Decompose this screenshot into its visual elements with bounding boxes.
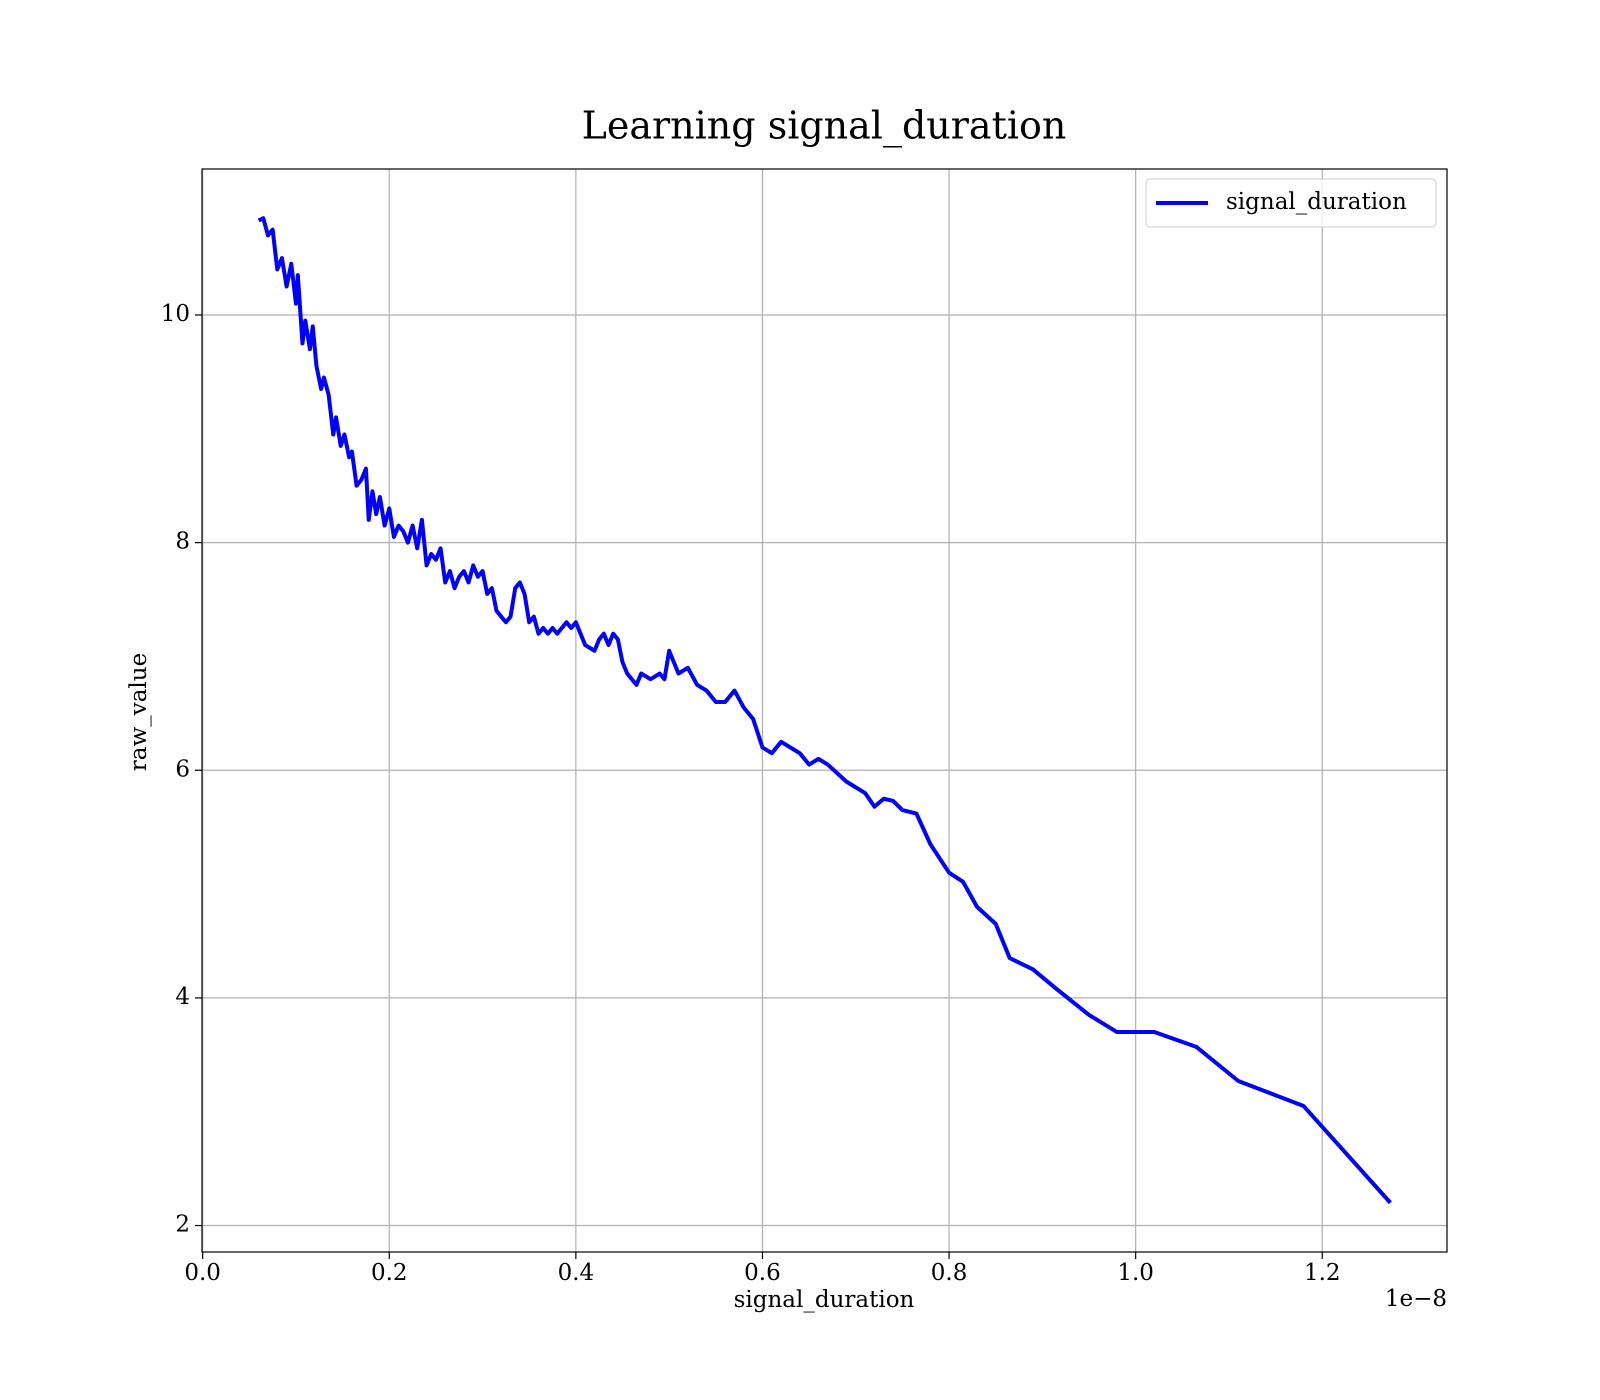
- x-offset-text: 1e−8: [1385, 1286, 1447, 1312]
- x-tick-label: 0.4: [558, 1260, 595, 1286]
- plot-frame: [201, 168, 1448, 1253]
- chart-title: Learning signal_duration: [582, 104, 1067, 149]
- y-tick-label: 2: [175, 1212, 190, 1238]
- x-tick-label: 1.0: [1117, 1260, 1154, 1286]
- y-tick-label: 4: [175, 984, 190, 1010]
- x-tick-label: 0.8: [931, 1260, 968, 1286]
- x-tick-label: 1.2: [1304, 1260, 1341, 1286]
- x-axis-label: signal_duration: [734, 1287, 915, 1313]
- legend-box: [1145, 178, 1437, 228]
- x-tick-label: 0.6: [744, 1260, 781, 1286]
- y-tick-label: 10: [161, 301, 190, 327]
- x-tick-label: 0.2: [371, 1260, 408, 1286]
- y-tick-label: 8: [175, 529, 190, 555]
- x-tick-label: 0.0: [184, 1260, 221, 1286]
- data-line: [257, 216, 1392, 1205]
- y-tick-label: 6: [175, 756, 190, 782]
- legend-label: signal_duration: [1226, 189, 1407, 215]
- y-axis-label: raw_value: [126, 653, 152, 771]
